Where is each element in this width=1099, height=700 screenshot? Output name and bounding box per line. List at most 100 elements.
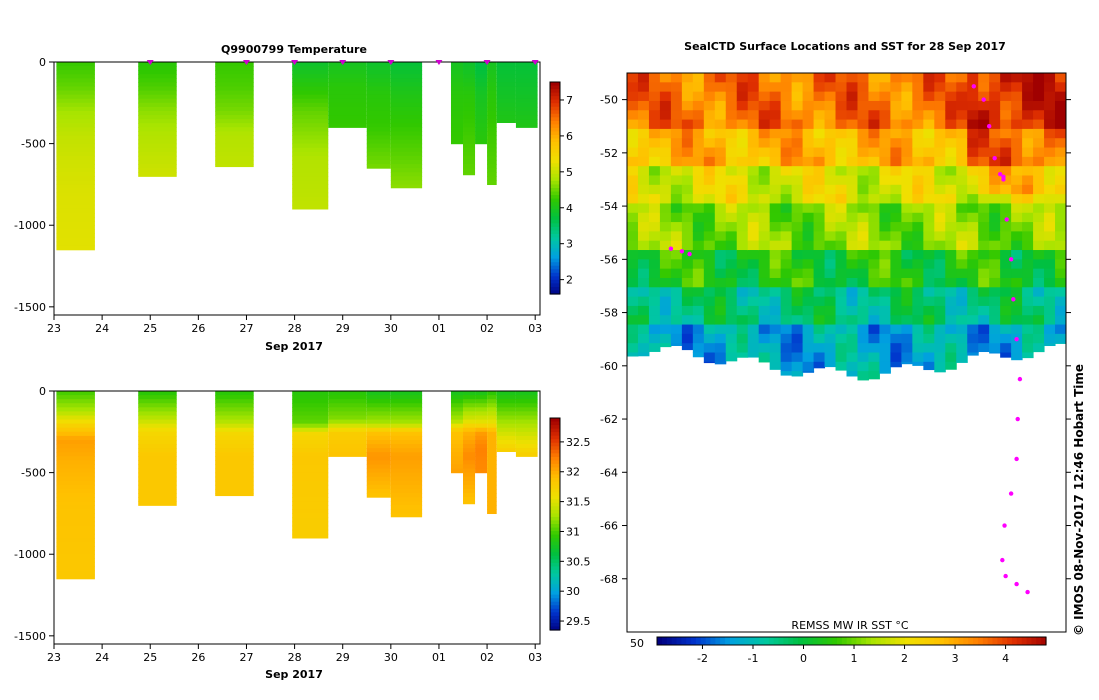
colorbar-segment: [904, 637, 911, 645]
sst-cell: [1022, 166, 1034, 176]
x-tick-label: 25: [143, 651, 157, 664]
sst-cell: [659, 100, 672, 111]
profile-cell: [138, 476, 177, 482]
sst-cell: [912, 128, 924, 139]
sst-cell: [791, 361, 804, 372]
sst-cell: [736, 166, 749, 176]
sst-cell: [1044, 110, 1056, 121]
sst-cell: [681, 333, 694, 344]
sst-cell: [868, 147, 880, 158]
sst-cell: [901, 222, 913, 232]
profile-cell: [328, 399, 367, 404]
sst-cell: [1000, 352, 1012, 358]
profile-cell: [496, 78, 516, 83]
sst-cell: [637, 175, 650, 186]
profile-cell: [215, 127, 254, 132]
sst-cell: [703, 315, 716, 326]
sst-cell: [627, 324, 639, 335]
profile-cell: [463, 403, 476, 408]
profile-cell: [463, 159, 476, 165]
sst-cell: [1055, 119, 1066, 130]
sst-cell: [769, 305, 782, 316]
sst-cell: [659, 175, 672, 186]
profile-cell: [450, 423, 464, 429]
sst-cell: [692, 82, 705, 93]
sst-cell: [978, 128, 990, 139]
colorbar-segment: [710, 637, 716, 645]
sst-cell: [879, 222, 891, 232]
sst-cell: [846, 194, 858, 204]
sst-cell: [1044, 156, 1056, 167]
sst-cell: [725, 287, 738, 298]
sst-cell: [879, 128, 891, 139]
salinity-x-label: Sep 2017: [265, 668, 323, 681]
sst-cell: [1033, 287, 1045, 298]
sst-cell: [627, 175, 639, 186]
sst-cell: [1022, 212, 1034, 223]
sst-cell: [879, 324, 891, 335]
sst-cell: [681, 324, 694, 335]
sst-cell: [835, 352, 847, 363]
sst-cell: [714, 203, 727, 214]
sst-cell: [791, 212, 804, 223]
sst-cell: [956, 277, 968, 288]
profile-cell: [366, 448, 391, 453]
sst-cell: [1022, 156, 1034, 167]
sst-cell: [879, 212, 891, 223]
sst-cell: [637, 250, 650, 260]
profile-cell: [487, 419, 497, 425]
profile-cell: [366, 444, 391, 449]
sst-cell: [692, 296, 705, 307]
colorbar-segment: [550, 456, 560, 461]
sst-cell: [989, 73, 1001, 83]
sst-cell: [747, 250, 760, 260]
profile-cell: [56, 464, 95, 470]
profile-cell: [463, 143, 476, 149]
sst-cell: [780, 119, 793, 130]
sst-cell: [978, 100, 990, 111]
profile-cell: [138, 456, 177, 461]
sst-cell: [868, 259, 880, 270]
sst-cell: [670, 166, 683, 176]
sst-cell: [714, 277, 727, 288]
sst-cell: [824, 73, 837, 83]
sst-cell: [901, 184, 913, 195]
sst-cell: [648, 184, 661, 195]
sst-cell: [627, 287, 639, 298]
sst-cell: [813, 147, 826, 158]
sst-cell: [769, 259, 782, 270]
profile-cell: [366, 131, 391, 137]
sst-cell: [1055, 333, 1066, 344]
sst-cell: [901, 277, 913, 288]
sst-cell: [1011, 240, 1023, 251]
sst-cell: [725, 73, 738, 83]
sst-cell: [879, 110, 891, 121]
profile-cell: [463, 172, 476, 176]
sst-cell: [769, 231, 782, 242]
sst-cell: [637, 240, 650, 251]
colorbar-segment: [997, 637, 1003, 645]
profile-cell: [366, 143, 391, 149]
colorbar-tick-label: 0: [800, 652, 807, 665]
sst-cell: [681, 91, 694, 102]
sst-cell: [637, 194, 650, 204]
sst-cell: [1011, 175, 1023, 186]
colorbar-segment: [924, 637, 930, 645]
sst-cell: [758, 110, 771, 121]
sst-cell: [901, 212, 913, 223]
profile-column: [450, 62, 464, 145]
sst-cell: [791, 156, 804, 167]
sst-cell: [714, 296, 727, 307]
sst-cell: [758, 287, 771, 298]
profile-cell: [463, 415, 476, 421]
sst-cell: [659, 287, 672, 298]
colorbar-segment: [550, 485, 560, 490]
colorbar-segment: [550, 432, 560, 437]
profile-cell: [292, 147, 329, 153]
profile-cell: [292, 484, 329, 490]
sst-cell: [813, 240, 826, 251]
sst-cell: [1033, 231, 1045, 242]
sst-cell: [989, 166, 1001, 176]
sst-cell: [802, 194, 815, 204]
profile-cell: [366, 480, 391, 486]
